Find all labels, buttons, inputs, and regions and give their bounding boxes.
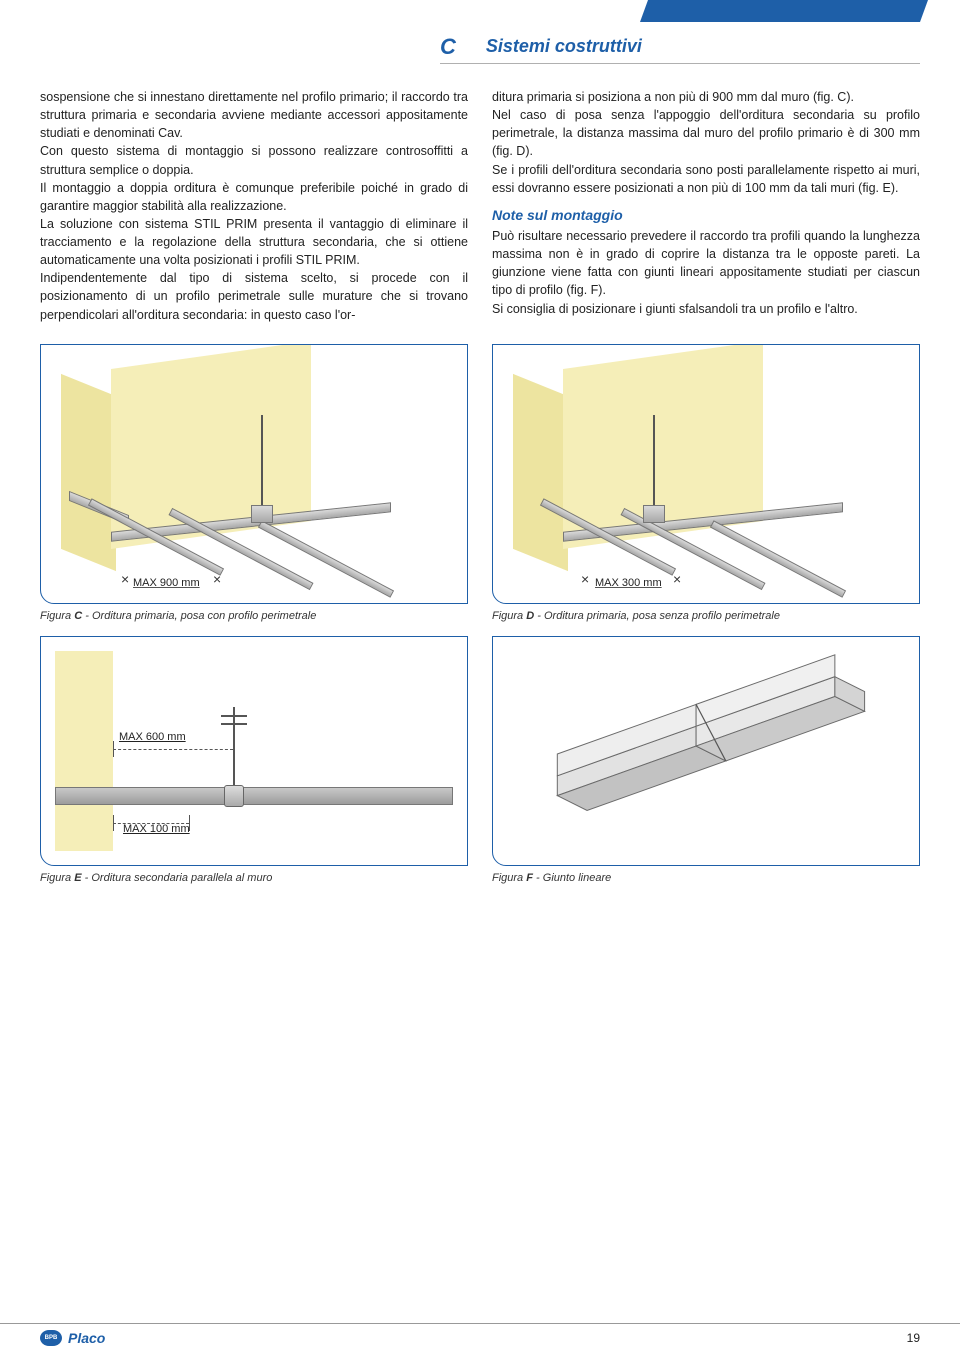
- right-column: ditura primaria si posiziona a non più d…: [492, 88, 920, 324]
- figure-e-dim1: MAX 600 mm: [119, 731, 186, 743]
- figure-f-caption: Figura F - Giunto lineare: [492, 872, 920, 884]
- body-left-text: sospensione che si innestano direttament…: [40, 88, 468, 324]
- figure-d-dim: MAX 300 mm: [595, 577, 662, 589]
- figure-d-diagram: MAX 300 mm × ×: [492, 344, 920, 604]
- body-columns: sospensione che si innestano direttament…: [40, 88, 920, 324]
- body-right-p2: Può risultare necessario prevedere il ra…: [492, 227, 920, 318]
- figure-e-dim2: MAX 100 mm: [123, 823, 190, 835]
- brand-name: Placo: [68, 1330, 105, 1346]
- page-number: 19: [907, 1331, 920, 1345]
- brand-logo: BPB Placo: [40, 1330, 105, 1346]
- figure-c-caption: Figura C - Orditura primaria, posa con p…: [40, 610, 468, 622]
- header-accent-bar: [640, 0, 928, 22]
- figure-c-diagram: MAX 900 mm × ×: [40, 344, 468, 604]
- figure-e-caption: Figura E - Orditura secondaria parallela…: [40, 872, 468, 884]
- figure-e-diagram: MAX 600 mm MAX 100 mm: [40, 636, 468, 866]
- body-right-p1: ditura primaria si posiziona a non più d…: [492, 88, 920, 197]
- page-footer: BPB Placo 19: [0, 1323, 960, 1346]
- figure-f: Figura F - Giunto lineare: [492, 636, 920, 884]
- section-title: Sistemi costruttivi: [486, 36, 642, 57]
- header-title-box: C Sistemi costruttivi: [440, 30, 920, 64]
- note-heading: Note sul montaggio: [492, 205, 920, 225]
- logo-badge-icon: BPB: [40, 1330, 62, 1346]
- figure-c-dim: MAX 900 mm: [133, 577, 200, 589]
- left-column: sospensione che si innestano direttament…: [40, 88, 468, 324]
- figure-f-diagram: [492, 636, 920, 866]
- figures-row-2: MAX 600 mm MAX 100 mm Figura E - Orditur…: [40, 636, 920, 884]
- figure-c: MAX 900 mm × × Figura C - Orditura prima…: [40, 344, 468, 622]
- page-header: C Sistemi costruttivi: [40, 20, 920, 70]
- figure-d-caption: Figura D - Orditura primaria, posa senza…: [492, 610, 920, 622]
- joint-svg: [493, 637, 919, 865]
- figure-d: MAX 300 mm × × Figura D - Orditura prima…: [492, 344, 920, 622]
- figure-e: MAX 600 mm MAX 100 mm Figura E - Orditur…: [40, 636, 468, 884]
- section-letter: C: [440, 34, 456, 60]
- figures-row-1: MAX 900 mm × × Figura C - Orditura prima…: [40, 344, 920, 622]
